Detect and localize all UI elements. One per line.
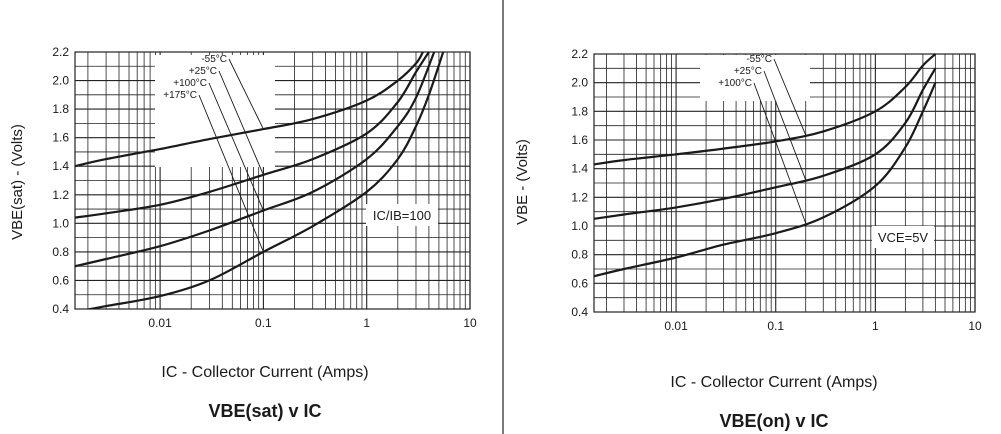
condition-annotation: IC/IB=100	[373, 208, 431, 223]
vbe-sat-legend: -55°C+25°C+100°C+175°C IC/IB=100	[163, 54, 431, 253]
legend-leader-line	[773, 58, 807, 136]
series-line-3	[75, 51, 436, 268]
vbe-sat-curves	[75, 51, 445, 309]
vbe-on-x-label: IC - Collector Current (Amps)	[670, 374, 877, 391]
vbe-sat-x-label: IC - Collector Current (Amps)	[161, 364, 368, 381]
series-line-2	[75, 51, 430, 219]
vbe-on-y-label: VBE - (Volts)	[514, 139, 531, 225]
vbe-sat-chart: 0.4 0.6 0.8 1.0 1.2 1.4 1.6 1.8 2.0 2.2 0.01 0.1 1 10…	[9, 45, 477, 421]
series-line-1	[594, 53, 937, 166]
annotation-background	[366, 204, 438, 226]
y-tick-label: 0.8	[52, 245, 69, 259]
vbe-sat-title: VBE(sat) v IC	[208, 401, 321, 421]
y-tick-label: 0.6	[52, 273, 69, 287]
plot-frame	[74, 51, 471, 310]
y-tick-label: 0.4	[571, 305, 588, 319]
legend-leader-line	[763, 70, 807, 181]
legend-leader-line	[198, 94, 264, 253]
legend-label: +25°C	[189, 66, 217, 77]
series-line-3	[594, 82, 937, 278]
annotation-background	[872, 226, 934, 248]
legend-label: +175°C	[163, 90, 197, 101]
y-tick-label: 0.6	[571, 276, 588, 290]
vbe-on-curves	[594, 53, 937, 278]
x-tick-label: 0.1	[767, 319, 784, 333]
y-tick-label: 2.0	[571, 76, 588, 90]
series-line-4	[84, 51, 445, 309]
legend-leader-line	[753, 82, 807, 224]
y-tick-label: 1.6	[571, 133, 588, 147]
x-tick-label: 0.01	[148, 316, 172, 330]
y-tick-label: 1.2	[52, 188, 69, 202]
y-tick-label: 1.0	[52, 216, 69, 230]
condition-annotation: VCE=5V	[878, 230, 929, 245]
legend-leader-line	[208, 82, 264, 211]
legend-background	[700, 55, 810, 101]
legend-label: +25°C	[734, 66, 762, 77]
vbe-on-title: VBE(on) v IC	[719, 411, 828, 431]
vbe-on-legend: -55°C+25°C+100°C VCE=5V	[718, 54, 928, 245]
series-line-1	[75, 51, 424, 168]
y-tick-label: 2.2	[571, 47, 588, 61]
x-tick-label: 10	[968, 319, 982, 333]
x-tick-label: 0.01	[664, 319, 688, 333]
vbe-sat-grid	[74, 51, 471, 310]
plot-frame	[593, 53, 976, 313]
y-tick-label: 1.4	[52, 159, 69, 173]
vbe-on-ticks: 0.4 0.6 0.8 1.0 1.2 1.4 1.6 1.8 2.0 2.2 0.01 0.1 1 10	[571, 47, 982, 333]
vbe-sat-ticks: 0.4 0.6 0.8 1.0 1.2 1.4 1.6 1.8 2.0 2.2 0.01 0.1 1 10	[52, 45, 477, 330]
legend-leader-line	[228, 58, 264, 130]
legend-label: -55°C	[746, 54, 772, 65]
y-tick-label: 2.2	[52, 45, 69, 59]
x-tick-label: 0.1	[255, 316, 272, 330]
y-tick-label: 0.4	[52, 302, 69, 316]
y-tick-label: 1.8	[52, 102, 69, 116]
legend-leader-line	[218, 70, 264, 175]
series-line-2	[594, 67, 937, 220]
x-tick-label: 10	[463, 316, 477, 330]
vbe-sat-y-label: VBE(sat) - (Volts)	[9, 124, 26, 240]
x-tick-label: 1	[363, 316, 370, 330]
y-tick-label: 1.2	[571, 190, 588, 204]
y-tick-label: 2.0	[52, 74, 69, 88]
vbe-on-chart: 0.4 0.6 0.8 1.0 1.2 1.4 1.6 1.8 2.0 2.2 0.01 0.1 1 10…	[514, 47, 982, 431]
y-tick-label: 0.8	[571, 248, 588, 262]
legend-label: -55°C	[201, 54, 227, 65]
y-tick-label: 1.4	[571, 162, 588, 176]
legend-label: +100°C	[173, 78, 207, 89]
y-tick-label: 1.6	[52, 131, 69, 145]
y-tick-label: 1.8	[571, 104, 588, 118]
y-tick-label: 1.0	[571, 219, 588, 233]
x-tick-label: 1	[872, 319, 879, 333]
vbe-on-grid	[593, 53, 976, 313]
legend-label: +100°C	[718, 78, 752, 89]
